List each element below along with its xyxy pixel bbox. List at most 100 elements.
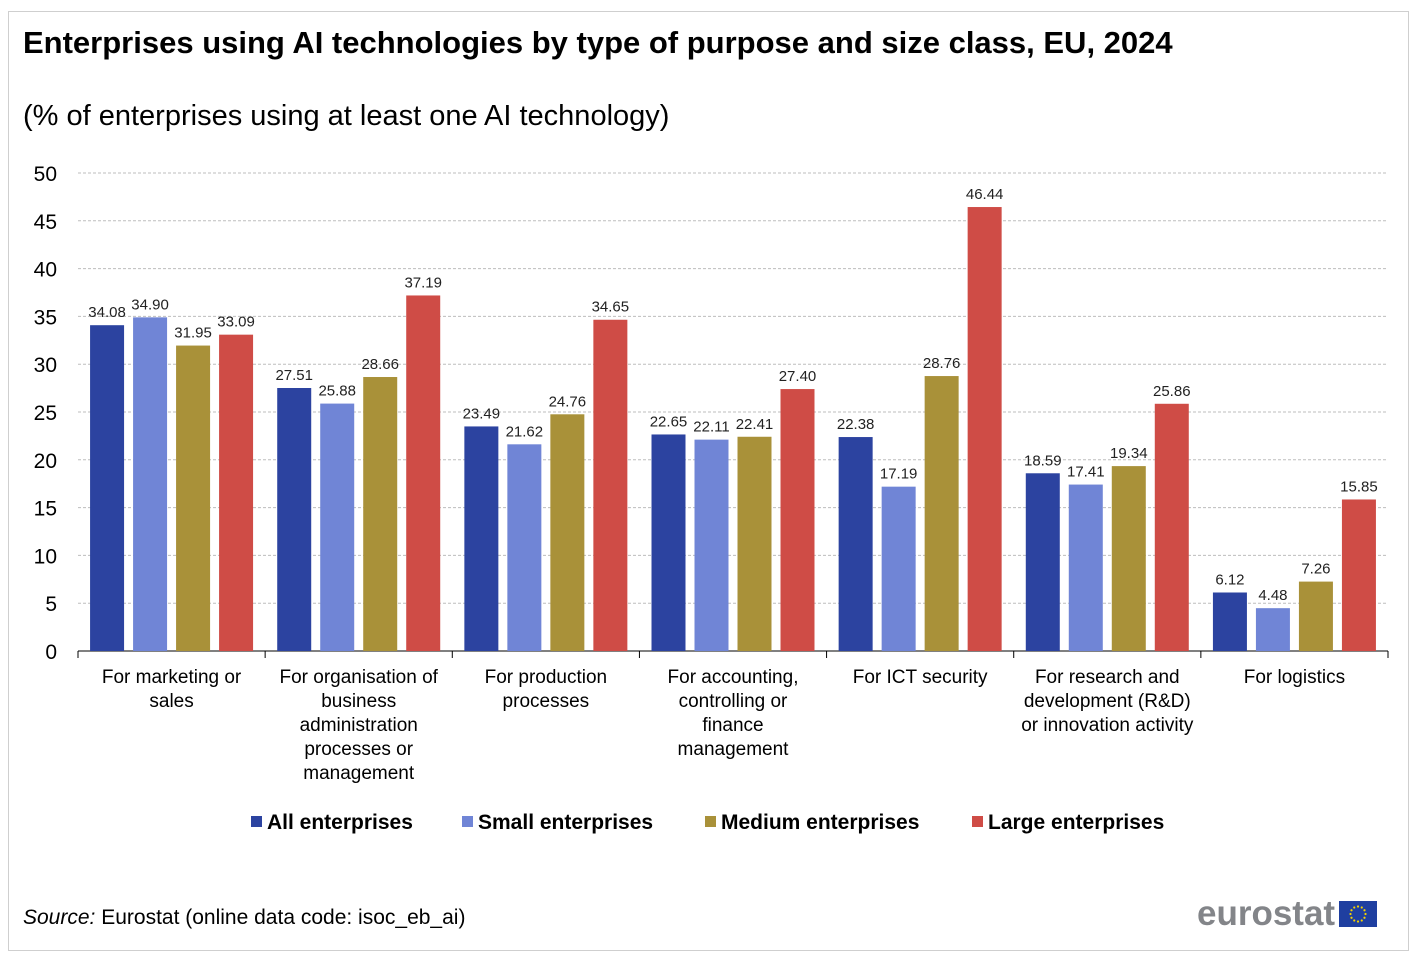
bar <box>363 377 398 651</box>
chart-subtitle: (% of enterprises using at least one AI … <box>23 100 670 132</box>
data-label: 15.85 <box>1340 478 1378 495</box>
data-label: 17.19 <box>880 466 918 483</box>
flag-star <box>1350 916 1353 919</box>
y-tick-label: 40 <box>34 259 57 282</box>
y-tick-label: 50 <box>34 163 57 186</box>
bar <box>464 426 499 651</box>
x-tick-label-line: For organisation of <box>280 667 439 688</box>
y-tick-label: 25 <box>34 402 57 425</box>
legend-label: Medium enterprises <box>721 811 919 834</box>
flag-star <box>1363 916 1366 919</box>
x-tick-label-line: finance <box>702 715 763 736</box>
eurostat-logo: eurostat <box>1197 894 1378 934</box>
bar <box>1341 499 1376 651</box>
x-tick-label-line: For logistics <box>1244 667 1345 688</box>
data-label: 22.38 <box>837 416 875 433</box>
source-note: Source: Eurostat (online data code: isoc… <box>23 906 465 930</box>
y-tick-label: 35 <box>34 306 57 329</box>
legend-label: All enterprises <box>267 811 413 834</box>
chart-frame <box>8 11 1409 951</box>
bar <box>924 376 959 651</box>
bar <box>780 389 815 651</box>
data-label: 6.12 <box>1215 571 1244 588</box>
bar <box>881 486 916 651</box>
x-tick-label-line: For research and <box>1035 667 1180 688</box>
data-label: 23.49 <box>463 405 501 422</box>
flag-star <box>1360 919 1363 922</box>
x-tick-label: For marketing or sales <box>102 667 242 712</box>
x-tick-label: For production processes <box>485 667 608 712</box>
legend-swatch <box>462 816 473 827</box>
legend-label: Large enterprises <box>988 811 1164 834</box>
bar <box>651 434 686 651</box>
x-tick-label-line: administration <box>300 715 418 736</box>
y-tick-label: 0 <box>45 641 57 664</box>
bar <box>593 319 628 651</box>
source-label: Source: <box>23 906 96 929</box>
legend-swatch <box>972 816 983 827</box>
data-label: 46.44 <box>966 186 1004 203</box>
data-label: 22.41 <box>736 416 774 433</box>
data-label: 37.19 <box>404 274 442 291</box>
data-label: 34.08 <box>88 304 126 321</box>
x-tick-label-line: processes <box>503 691 590 712</box>
bar <box>90 325 125 651</box>
data-label: 18.59 <box>1024 452 1062 469</box>
y-tick-label: 15 <box>34 498 57 521</box>
bar <box>406 295 441 651</box>
bar <box>838 437 873 651</box>
eu-flag-icon <box>1339 901 1378 927</box>
x-tick-label: For research and development (R&D) or inno… <box>1021 667 1194 736</box>
bar <box>507 444 542 651</box>
data-label: 25.86 <box>1153 383 1191 400</box>
data-label: 25.88 <box>318 383 356 400</box>
flag-star <box>1363 909 1366 912</box>
data-label: 34.65 <box>592 299 630 316</box>
data-label: 17.41 <box>1067 464 1105 481</box>
bar <box>219 334 254 651</box>
logo-text: eurostat <box>1197 894 1336 933</box>
data-label: 24.76 <box>549 393 587 410</box>
x-tick-label-line: For production <box>485 667 608 688</box>
bar <box>550 414 585 651</box>
flag-star <box>1353 919 1356 922</box>
flag-star <box>1360 906 1363 909</box>
flag-star <box>1356 905 1360 908</box>
data-label: 19.34 <box>1110 445 1148 462</box>
y-tick-label: 10 <box>34 545 57 568</box>
legend-label: Small enterprises <box>478 811 653 834</box>
flag-star <box>1349 912 1352 916</box>
x-tick-label-line: processes or <box>304 739 413 760</box>
y-tick-label: 45 <box>34 211 57 234</box>
x-tick-label-line: For marketing or <box>102 667 242 688</box>
bar <box>133 317 168 651</box>
chart-title: Enterprises using AI technologies by typ… <box>23 25 1173 60</box>
y-tick-label: 20 <box>34 450 57 473</box>
flag-star <box>1353 906 1356 909</box>
data-label: 4.48 <box>1258 587 1287 604</box>
bar <box>320 403 355 651</box>
flag-star <box>1364 912 1367 916</box>
x-tick-label-line: management <box>678 739 790 760</box>
data-label: 22.65 <box>650 413 688 430</box>
flag-star <box>1350 909 1353 912</box>
x-tick-label: For ICT security <box>853 667 988 688</box>
data-label: 28.76 <box>923 355 961 372</box>
y-tick-label: 30 <box>34 354 57 377</box>
bar <box>1154 403 1189 651</box>
x-tick-label: For organisation of business administratio… <box>280 667 439 784</box>
bar <box>967 207 1002 651</box>
data-label: 31.95 <box>174 325 212 342</box>
x-tick-label: For accounting, controlling or finance mana… <box>668 667 799 760</box>
data-label: 7.26 <box>1301 561 1330 578</box>
bar <box>1111 466 1146 651</box>
data-label: 27.51 <box>275 367 313 384</box>
x-tick-label-line: development (R&D) <box>1024 691 1191 712</box>
flag-star <box>1356 920 1360 923</box>
bar <box>1068 484 1103 651</box>
x-tick-label-line: For accounting, <box>668 667 799 688</box>
data-label: 27.40 <box>779 368 817 385</box>
data-label: 33.09 <box>217 314 255 331</box>
bar <box>176 345 211 651</box>
